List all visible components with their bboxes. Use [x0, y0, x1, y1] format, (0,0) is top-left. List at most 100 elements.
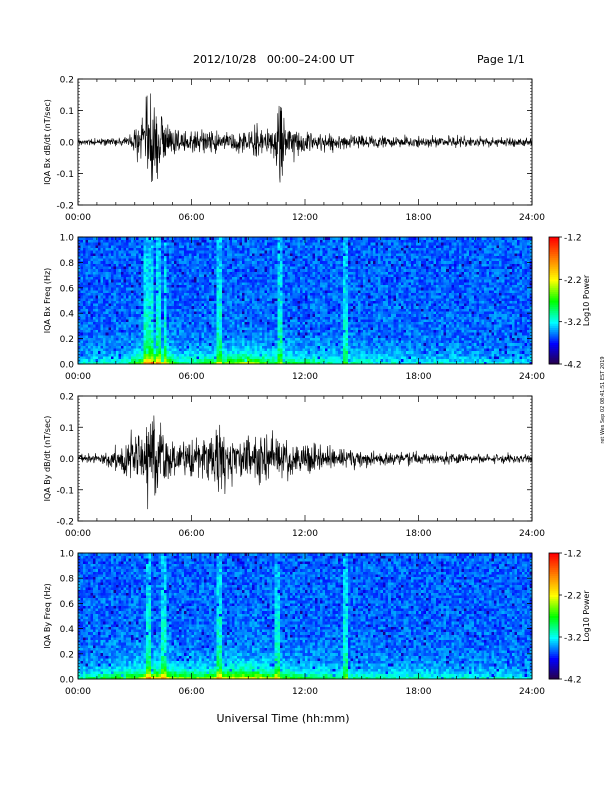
spectrogram-cell [267, 324, 271, 328]
spectrogram-cell [108, 353, 112, 357]
spectrogram-cell [214, 326, 218, 331]
spectrogram-cell [317, 329, 321, 333]
spectrogram-cell [161, 329, 165, 333]
spectrogram-cell [151, 319, 155, 323]
spectrogram-cell [262, 353, 266, 357]
spectrogram-cell [173, 237, 177, 241]
spectrogram-cell [330, 287, 334, 291]
spectrogram-cell [113, 258, 117, 262]
spectrogram-cell [80, 289, 84, 293]
spectrogram-cell [246, 334, 250, 338]
spectrogram-cell [151, 311, 155, 315]
spectrogram-cell [199, 319, 202, 323]
spectrogram-cell [120, 326, 124, 331]
spectrogram-cell [330, 313, 334, 317]
spectrogram-cell [287, 340, 291, 344]
spectrogram-cell [292, 324, 296, 328]
spectrogram-cell [83, 340, 86, 344]
spectrogram-cell [113, 353, 117, 357]
spectrogram-cell [257, 276, 260, 280]
spectrogram-cell [151, 268, 155, 272]
spectrogram-cell [118, 284, 122, 288]
spectrogram-cell [118, 255, 122, 259]
spectrogram-cell [282, 281, 286, 286]
spectrogram-cell [274, 305, 278, 309]
spectrogram-cell [310, 260, 313, 264]
spectrogram-cell [171, 311, 175, 315]
spectrogram-cell [148, 340, 152, 344]
spectrogram-cell [226, 266, 230, 270]
spectrogram-cell [234, 334, 238, 338]
spectrogram-cell [115, 334, 119, 338]
spectrogram-cell [161, 242, 165, 246]
spectrogram-cell [322, 305, 326, 309]
spectrogram-cell [282, 353, 286, 357]
spectrogram-cell [158, 305, 162, 309]
spectrogram-cell [98, 242, 102, 246]
spectrogram-cell [194, 292, 197, 296]
spectrogram-cell [236, 350, 240, 354]
spectrogram-cell [229, 252, 233, 256]
spectrogram-cell [252, 337, 255, 341]
spectrogram-cell [138, 237, 142, 241]
spectrogram-cell [163, 242, 167, 246]
spectrogram-cell [277, 297, 281, 301]
spectrogram-cell [110, 289, 114, 293]
spectrogram-cell [289, 348, 293, 352]
spectrogram-cell [78, 255, 81, 259]
spectrogram-cell [284, 289, 288, 293]
spectrogram-cell [178, 260, 182, 264]
spectrogram-cell [305, 332, 308, 336]
spectrogram-cell [274, 313, 278, 317]
spectrogram-cell [282, 340, 286, 344]
spectrogram-cell [166, 252, 170, 256]
spectrogram-cell [269, 252, 273, 256]
spectrogram-cell [229, 332, 233, 336]
spectrogram-cell [176, 334, 180, 338]
spectrogram-cell [224, 244, 228, 248]
spectrogram-cell [105, 308, 109, 312]
spectrogram-cell [322, 263, 326, 267]
spectrogram-cell [113, 250, 117, 254]
spectrogram-cell [231, 237, 235, 241]
spectrogram-cell [188, 252, 192, 256]
spectrogram-cell [178, 348, 182, 352]
spectrogram-cell [284, 308, 288, 312]
spectrogram-cell [181, 332, 185, 336]
spectrogram-cell [136, 284, 139, 288]
spectrogram-cell [317, 244, 321, 248]
spectrogram-cell [305, 263, 308, 267]
spectrogram-cell [272, 247, 276, 251]
spectrogram-cell [267, 321, 271, 325]
spectrogram-cell [249, 361, 253, 365]
spectrogram-cell [292, 350, 296, 354]
spectrogram-cell [246, 260, 250, 264]
spectrogram-cell [244, 237, 248, 241]
spectrogram-cell [171, 263, 175, 267]
spectrogram-cell [317, 332, 321, 336]
spectrogram-cell [246, 324, 250, 328]
spectrogram-cell [100, 284, 104, 288]
spectrogram-cell [224, 276, 228, 280]
spectrogram-cell [186, 274, 190, 278]
spectrogram-cell [229, 268, 233, 272]
spectrogram-cell [310, 350, 313, 354]
spectrogram-cell [269, 276, 273, 280]
spectrogram-cell [146, 237, 150, 241]
spectrogram-cell [130, 276, 134, 280]
spectrogram-cell [226, 274, 230, 278]
spectrogram-cell [168, 337, 172, 341]
spectrogram-cell [83, 324, 86, 328]
spectrogram-cell [320, 334, 324, 338]
spectrogram-cell [325, 311, 329, 315]
spectrogram-cell [254, 295, 258, 299]
spectrogram-cell [330, 271, 334, 275]
spectrogram-cell [224, 337, 228, 341]
spectrogram-cell [325, 350, 329, 354]
spectrogram-cell [181, 276, 185, 280]
spectrogram-cell [163, 252, 167, 256]
spectrogram-cell [294, 321, 298, 325]
spectrogram-cell [118, 276, 122, 280]
spectrogram-cell [163, 281, 167, 286]
spectrogram-cell [204, 324, 208, 328]
